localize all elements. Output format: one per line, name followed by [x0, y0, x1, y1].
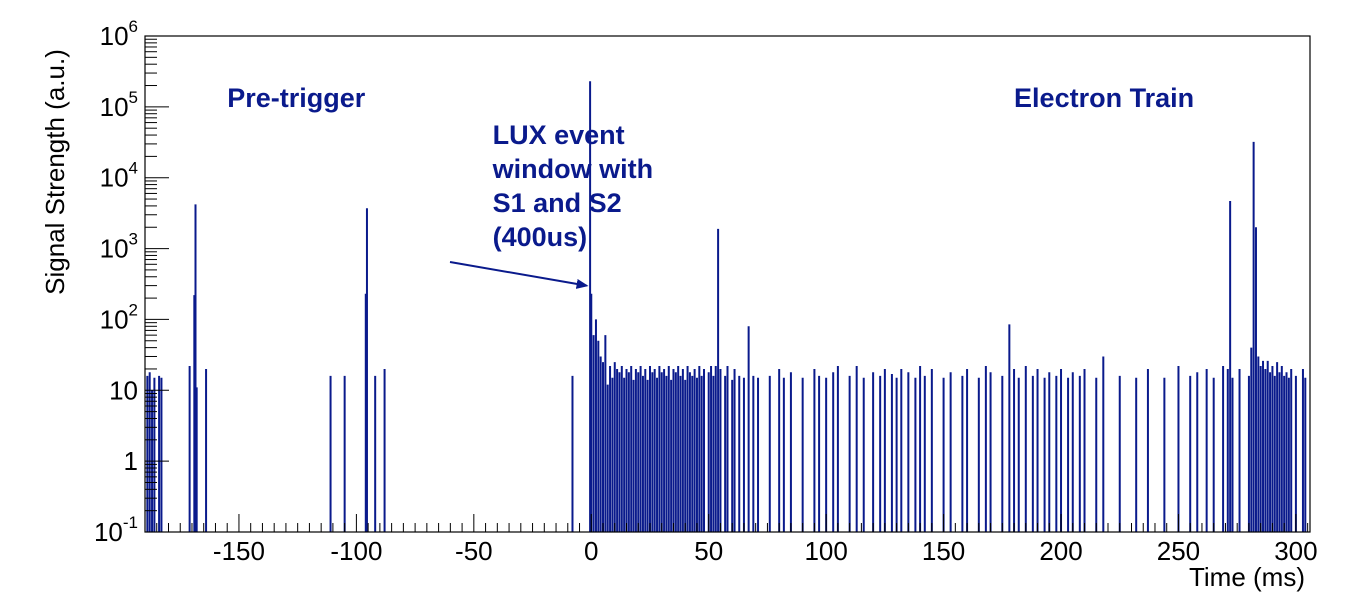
bars-layer — [146, 81, 1307, 532]
x-tick-label: 100 — [804, 536, 847, 566]
y-tick-labels: 10-1 1 10 102 103 104 105 106 — [94, 17, 138, 547]
x-tick-label: 200 — [1039, 536, 1082, 566]
y-tick-label: 102 — [100, 300, 138, 334]
x-tick-label: 250 — [1157, 536, 1200, 566]
x-tick-label: 50 — [694, 536, 723, 566]
y-tick-label: 10 — [109, 375, 138, 405]
x-tick-label: -100 — [330, 536, 382, 566]
x-tick-label: 300 — [1274, 536, 1317, 566]
x-tick-label: -150 — [213, 536, 265, 566]
y-tick-label: 1 — [124, 446, 138, 476]
y-tick-label: 106 — [100, 17, 138, 51]
y-tick-label: 104 — [100, 159, 138, 193]
annotation-pretrigger: Pre-trigger — [227, 83, 366, 113]
y-tick-label: 105 — [100, 88, 138, 122]
annotations-layer: Pre-trigger Electron Train LUX event window… — [227, 83, 1194, 289]
y-tick-label: 103 — [100, 230, 138, 264]
x-tick-label: 150 — [922, 536, 965, 566]
x-tick-label: 0 — [584, 536, 598, 566]
x-tick-labels: -150 -100 -50 0 50 100 150 200 250 300 — [213, 536, 1318, 566]
annotation-arrow — [449, 261, 589, 289]
y-tick-label: 10-1 — [94, 513, 138, 547]
x-axis-title: Time (ms) — [1189, 562, 1305, 592]
ticks-layer — [144, 35, 1309, 533]
annotation-lux-window: LUX event window with S1 and S2 (400us) — [492, 120, 653, 252]
annotation-electron-train: Electron Train — [1014, 83, 1194, 113]
x-tick-label: -50 — [455, 536, 493, 566]
y-axis-title: Signal Strength (a.u.) — [40, 49, 70, 295]
plot-frame — [144, 35, 1311, 533]
